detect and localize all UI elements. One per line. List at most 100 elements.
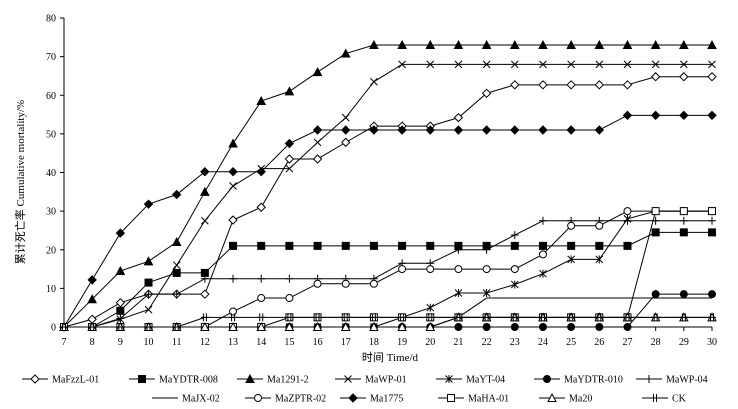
data-point (595, 313, 604, 322)
data-point (454, 289, 463, 298)
x-tick-label: 17 (341, 337, 351, 348)
data-point (254, 394, 262, 402)
y-tick-label: 50 (46, 129, 56, 140)
data-point (398, 241, 407, 250)
legend-item: Ma20 (539, 392, 592, 405)
data-point (201, 216, 209, 225)
y-tick-label: 0 (51, 323, 56, 334)
data-point (547, 392, 557, 402)
data-point (481, 125, 492, 135)
data-point (229, 307, 238, 316)
data-point (284, 138, 295, 149)
data-point (538, 241, 547, 250)
legend-label: MaYDTR-010 (564, 375, 623, 386)
data-point (454, 313, 463, 322)
data-point (312, 125, 323, 135)
data-point (115, 297, 126, 308)
legend-label: Ma1291-2 (267, 375, 309, 386)
legend-label: MaYT-04 (466, 375, 505, 386)
data-point (622, 39, 633, 50)
data-point (426, 303, 435, 312)
data-point (369, 279, 378, 288)
y-axis-title: 累计死亡率 Cumulative mortality/% (13, 100, 27, 264)
x-tick-label: 23 (510, 337, 520, 348)
data-point (594, 125, 605, 135)
data-point (144, 305, 153, 314)
data-point (171, 189, 182, 200)
data-point (651, 228, 660, 237)
data-point (285, 164, 294, 173)
data-point (510, 80, 520, 90)
data-point (454, 323, 463, 331)
series-line (64, 316, 712, 328)
data-point (398, 60, 406, 69)
data-point (228, 321, 238, 331)
x-tick-label: 22 (482, 337, 492, 348)
data-point (143, 199, 154, 209)
data-point (708, 60, 716, 69)
series-ck (60, 313, 716, 331)
data-point (447, 394, 455, 402)
data-point (256, 167, 266, 177)
data-point (453, 125, 464, 135)
data-point (539, 269, 547, 278)
data-point (397, 321, 407, 331)
legend-item: Ma1291-2 (237, 373, 309, 386)
data-point (284, 86, 295, 96)
x-tick-label: 11 (172, 337, 182, 348)
data-point (341, 279, 350, 288)
data-point (200, 274, 209, 283)
x-tick-label: 30 (707, 337, 717, 348)
y-tick-label: 80 (46, 14, 56, 25)
data-point (454, 245, 463, 254)
series-mayt-04 (60, 207, 716, 331)
data-point (340, 48, 351, 58)
data-point (256, 202, 266, 212)
data-point (369, 241, 378, 250)
y-tick-label: 70 (46, 52, 56, 63)
data-point (679, 290, 688, 299)
data-point (510, 313, 519, 322)
data-point (313, 313, 322, 322)
y-tick-label: 30 (46, 207, 56, 218)
data-point (650, 72, 661, 82)
data-point (143, 256, 154, 266)
data-point (567, 221, 576, 230)
data-point (172, 290, 181, 299)
data-point (344, 375, 352, 383)
data-point (285, 274, 294, 283)
data-point (313, 241, 322, 250)
x-tick-label: 16 (313, 337, 323, 348)
legend-label: MaYDTR-008 (159, 375, 218, 386)
data-point (425, 39, 436, 50)
data-point (594, 39, 605, 50)
data-point (679, 110, 689, 121)
data-point (144, 323, 153, 331)
data-point (426, 265, 435, 274)
data-point (651, 207, 660, 216)
legend-item: MaWP-01 (335, 375, 407, 386)
data-point (454, 265, 463, 274)
data-point (651, 60, 660, 69)
data-point (566, 80, 576, 90)
data-point (623, 60, 632, 69)
data-point (567, 241, 576, 250)
data-point (256, 95, 267, 106)
data-point (313, 138, 322, 147)
data-point (623, 313, 632, 322)
series-ma1291-2 (59, 39, 717, 331)
series-ma1775 (59, 110, 717, 332)
data-point (567, 313, 576, 322)
legend-label: MaJX-02 (182, 394, 220, 405)
data-point (284, 154, 295, 164)
data-point (257, 241, 266, 250)
data-point (138, 375, 146, 383)
data-point (482, 289, 491, 298)
legend-item: CK (642, 394, 687, 405)
series-layer (59, 39, 717, 332)
x-tick-label: 26 (594, 337, 604, 348)
data-point (595, 60, 604, 69)
data-point (594, 80, 605, 90)
data-point (679, 216, 688, 225)
